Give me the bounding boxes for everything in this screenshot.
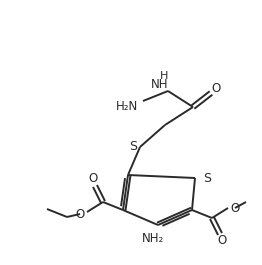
Text: H: H	[160, 71, 168, 81]
Text: NH: NH	[151, 78, 169, 91]
Text: S: S	[203, 171, 211, 184]
Text: O: O	[230, 201, 240, 214]
Text: O: O	[88, 171, 98, 184]
Text: O: O	[211, 82, 221, 95]
Text: H₂N: H₂N	[116, 100, 138, 113]
Text: O: O	[217, 235, 227, 248]
Text: S: S	[129, 140, 137, 153]
Text: NH₂: NH₂	[142, 232, 164, 245]
Text: O: O	[75, 207, 85, 220]
